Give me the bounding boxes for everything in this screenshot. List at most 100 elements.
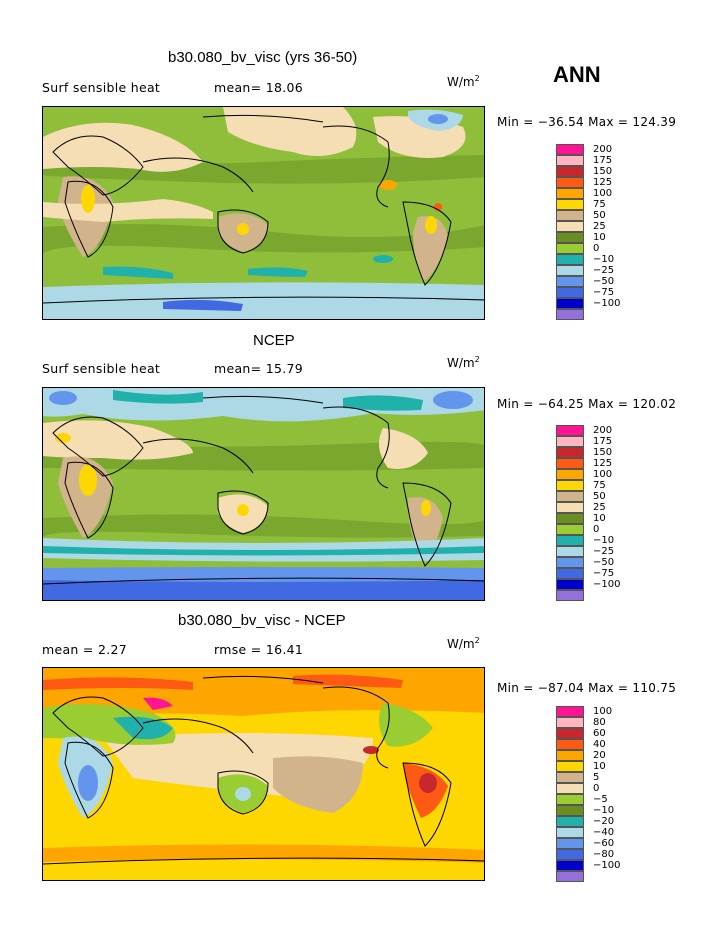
panel2-legend-tick: −50 [593,557,615,568]
panel3-legend-swatch [556,750,584,761]
panel1-legend-row: 75 [556,199,671,210]
panel3-legend-tick: −10 [593,805,615,816]
panel3-legend-row: −100 [556,860,671,871]
panel3-rmse-label: rmse = 16.41 [214,642,304,657]
panel2-legend-row: −25 [556,546,671,557]
panel2-legend-swatch [556,436,584,447]
panel3-legend-swatch [556,860,584,871]
panel2-legend-swatch [556,491,584,502]
panel2-legend-swatch [556,513,584,524]
panel3-legend-row: 100 [556,706,671,717]
panel3-legend-swatch [556,871,584,882]
panel2-legend-tick: 200 [593,425,613,436]
panel1-title: b30.080_bv_visc (yrs 36-50) [168,49,358,66]
panel1-field-label: Surf sensible heat [42,80,161,95]
panel1-legend-row: 125 [556,177,671,188]
panel2-legend-row: −10 [556,535,671,546]
panel2-legend-row: 10 [556,513,671,524]
panel2-legend-row [556,590,671,601]
panel3-legend-tick: −20 [593,816,615,827]
panel3-legend-tick: 40 [593,739,606,750]
panel3-legend-tick: 20 [593,750,606,761]
panel2-legend-tick: 75 [593,480,606,491]
panel3-legend-swatch [556,706,584,717]
panel3-map [42,667,485,881]
panel3-legend-swatch [556,838,584,849]
panel1-legend-swatch [556,309,584,320]
panel2-legend-tick: 50 [593,491,606,502]
panel1-legend-swatch [556,243,584,254]
panel2-legend-swatch [556,447,584,458]
panel2-minmax: Min = −64.25 Max = 120.02 [497,397,677,411]
panel1-legend-row: 50 [556,210,671,221]
panel3-legend-tick: 100 [593,706,613,717]
panel2-legend-swatch [556,524,584,535]
panel3-title: b30.080_bv_visc - NCEP [178,612,346,629]
panel2-legend-tick: 125 [593,458,613,469]
panel1-legend-swatch [556,254,584,265]
panel1-legend-swatch [556,177,584,188]
panel1-legend-swatch [556,221,584,232]
panel1-legend-tick: −75 [593,287,615,298]
panel2-mean-label: mean= 15.79 [214,361,303,376]
panel1-legend-swatch [556,144,584,155]
panel2-legend-row: 100 [556,469,671,480]
panel3-legend-tick: −100 [593,860,621,871]
panel1-legend-swatch [556,199,584,210]
panel1-legend-tick: 50 [593,210,606,221]
panel2-legend-swatch [556,425,584,436]
panel3-legend-swatch [556,783,584,794]
panel3-legend-row: −40 [556,827,671,838]
panel2-legend-tick: −100 [593,579,621,590]
panel1-legend-tick: 0 [593,243,600,254]
panel3-legend-swatch [556,717,584,728]
panel1-legend-swatch [556,276,584,287]
panel1-legend-tick: 125 [593,177,613,188]
panel3-legend-row: −10 [556,805,671,816]
panel2-legend-row: 25 [556,502,671,513]
panel3-mean-label: mean = 2.27 [42,642,128,657]
panel3-legend-swatch [556,805,584,816]
panel3-legend-row [556,871,671,882]
panel3-units: W/m2 [447,636,480,651]
panel1-legend-tick: −25 [593,265,615,276]
panel2-legend-swatch [556,480,584,491]
panel1-legend-row: −50 [556,276,671,287]
panel3-legend-tick: −80 [593,849,615,860]
panel1-legend-row: 100 [556,188,671,199]
panel1-legend-row: −100 [556,298,671,309]
panel2-legend-row: 0 [556,524,671,535]
panel2-legend-row: −100 [556,579,671,590]
panel2-legend-swatch [556,546,584,557]
panel3-legend-row: 10 [556,761,671,772]
panel1-legend-tick: 175 [593,155,613,166]
panel2-legend-row: 125 [556,458,671,469]
panel3-legend-tick: 0 [593,783,600,794]
panel3-legend-row: −60 [556,838,671,849]
panel2-legend: 200 175 150 125 100 75 50 25 10 0 −10 −2… [556,425,671,601]
panel1-legend: 200 175 150 125 100 75 50 25 10 0 −10 −2… [556,144,671,320]
panel3-legend-row: 5 [556,772,671,783]
panel2-legend-swatch [556,458,584,469]
panel3-legend-swatch [556,728,584,739]
panel1-legend-tick: −50 [593,276,615,287]
panel3-legend-tick: −40 [593,827,615,838]
panel3-legend-swatch [556,827,584,838]
panel1-legend-tick: 150 [593,166,613,177]
panel2-legend-row: 75 [556,480,671,491]
panel1-legend-tick: 10 [593,232,606,243]
panel3-legend-row: −20 [556,816,671,827]
panel1-legend-row: 0 [556,243,671,254]
panel1-legend-row: −75 [556,287,671,298]
panel3-minmax: Min = −87.04 Max = 110.75 [497,681,677,695]
panel2-legend-tick: −10 [593,535,615,546]
panel1-legend-row: 150 [556,166,671,177]
panel3-legend-row: −80 [556,849,671,860]
panel1-legend-tick: 75 [593,199,606,210]
panel2-legend-tick: 175 [593,436,613,447]
panel3-legend-tick: 5 [593,772,600,783]
panel2-legend-row: 200 [556,425,671,436]
panel1-legend-tick: 25 [593,221,606,232]
panel1-legend-tick: −100 [593,298,621,309]
panel1-legend-row: 175 [556,155,671,166]
